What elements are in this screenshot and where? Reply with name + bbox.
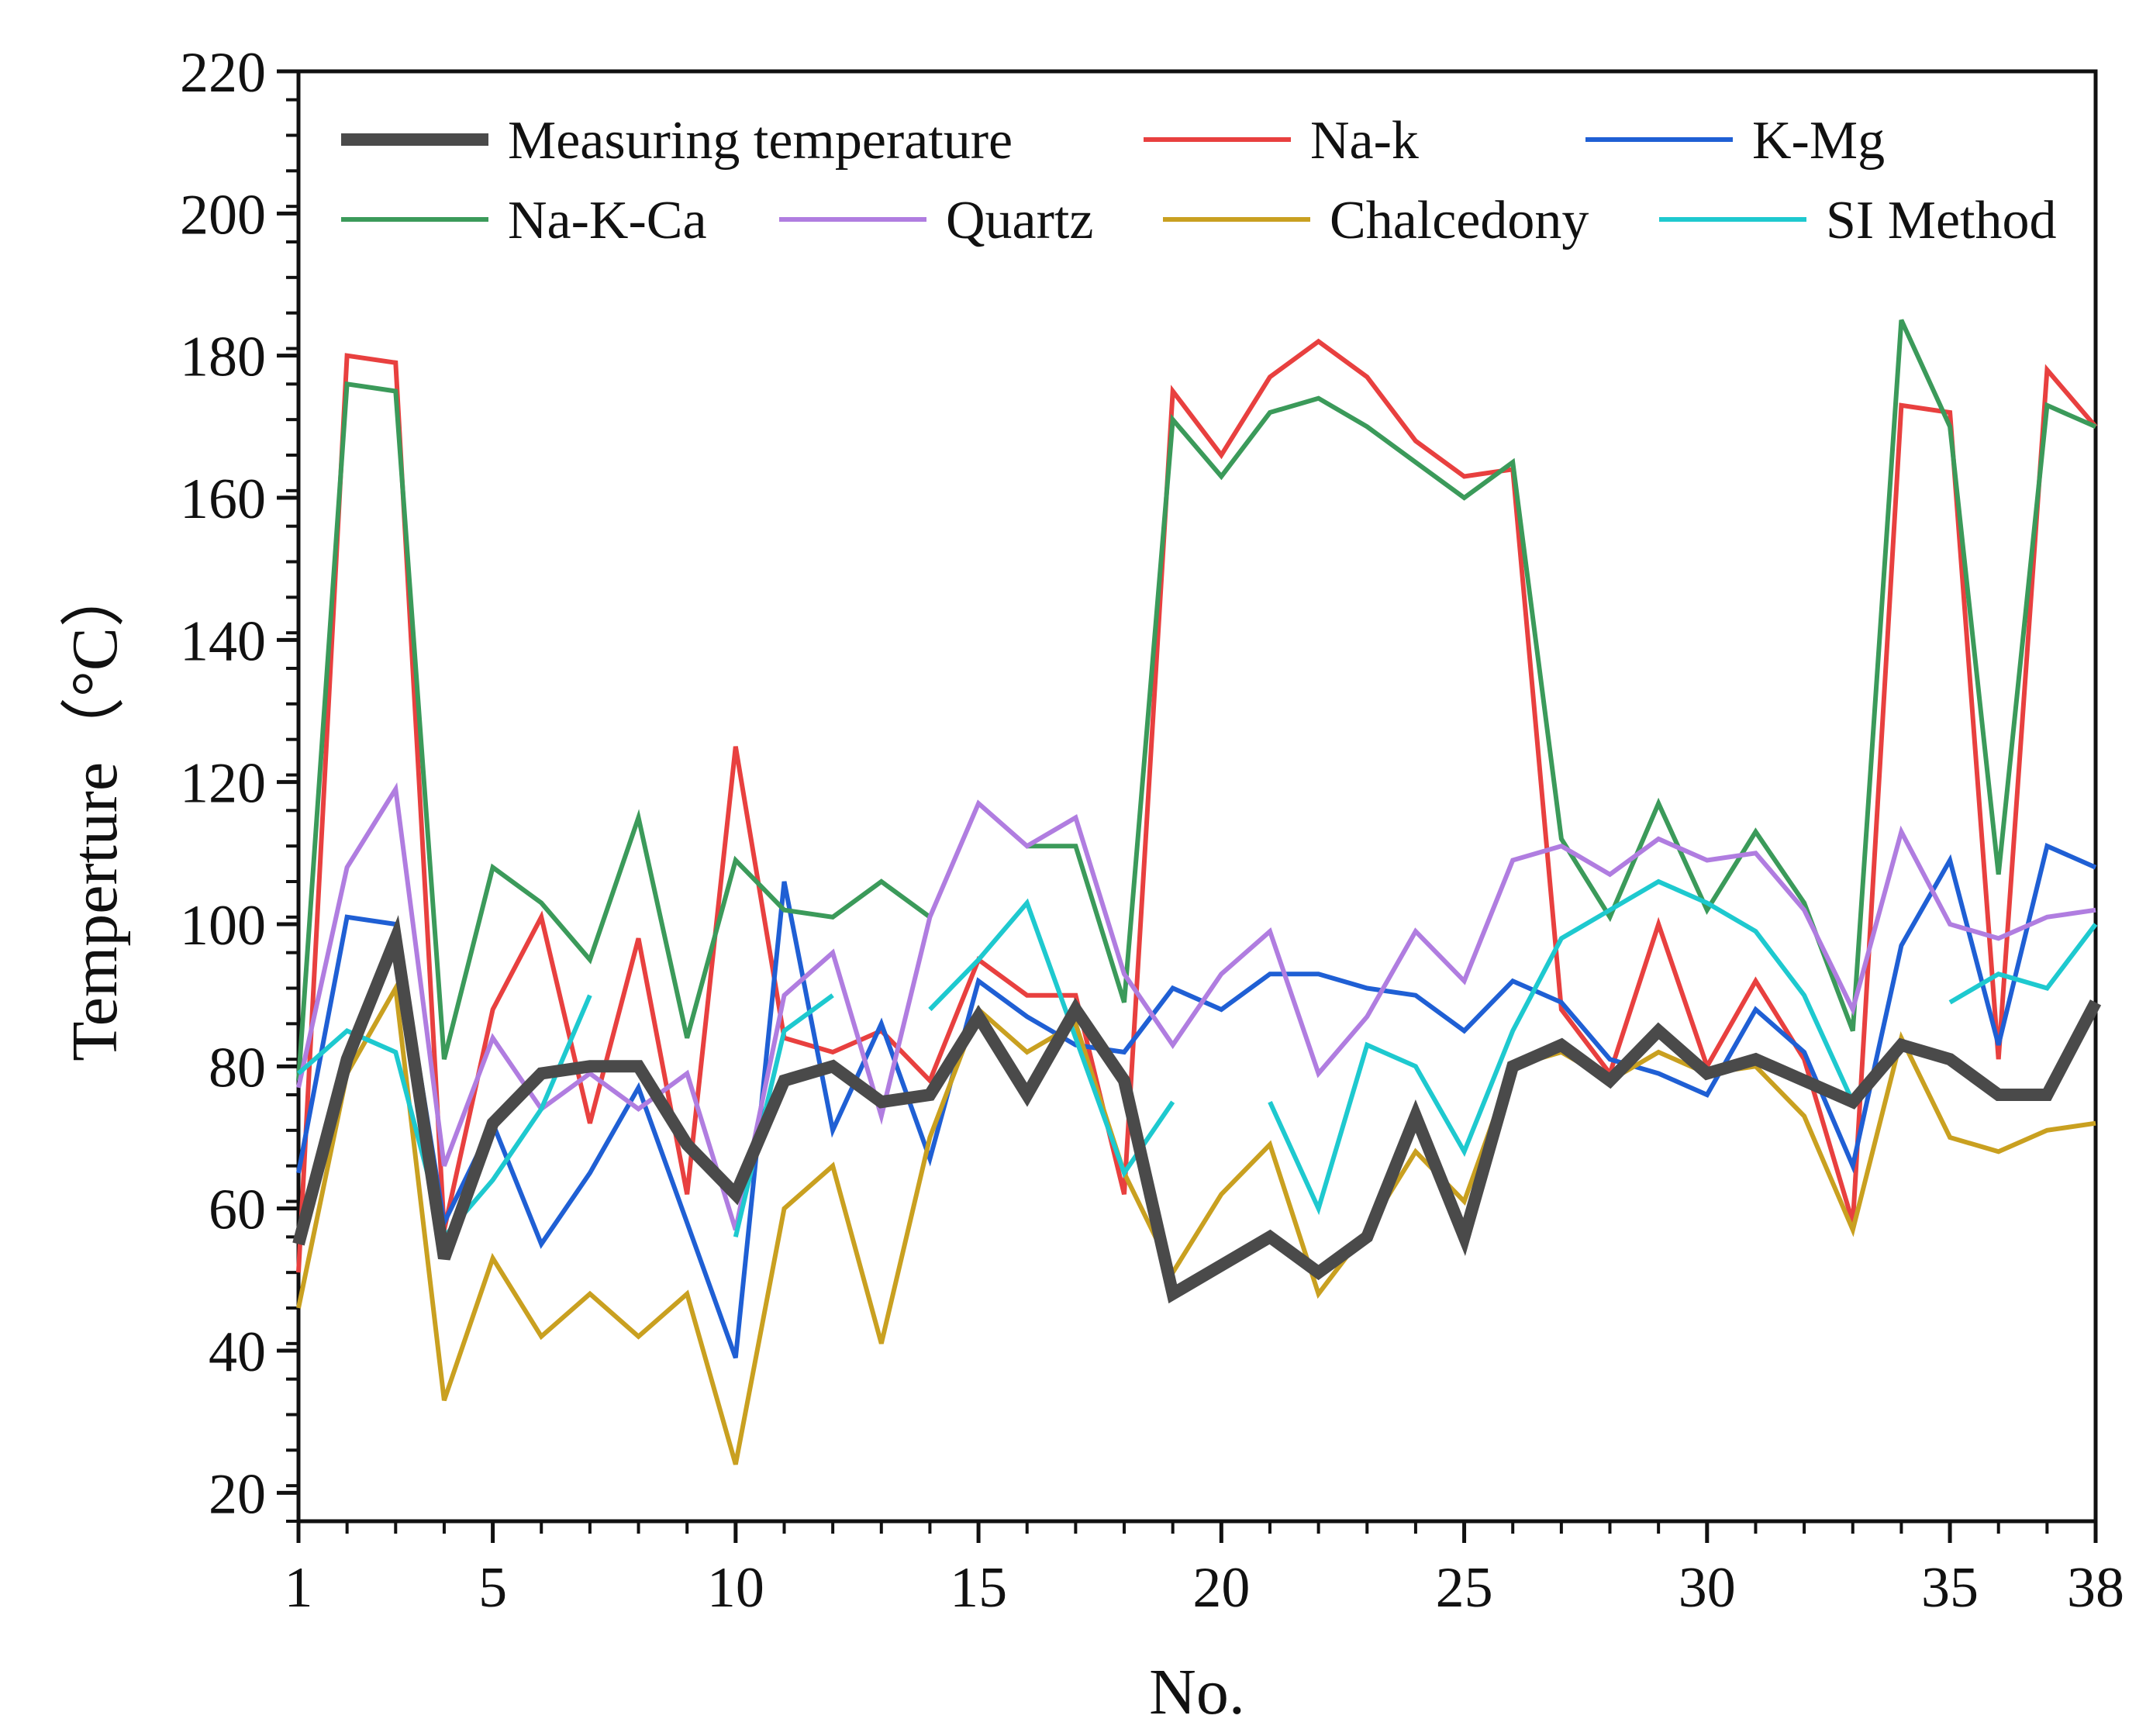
legend-label: Quartz [946,191,1093,250]
x-axis-title: No. [1149,1656,1245,1728]
legend-item: Chalcedony [1163,191,1589,250]
series-si-method [297,878,2098,1242]
x-tick-label: 5 [478,1556,507,1620]
legend-label: Chalcedony [1330,191,1589,250]
series-line-segment [296,381,932,1081]
y-tick-label: 200 [180,183,266,247]
series-line-segment [1948,923,2098,1005]
series-line-segment [292,915,2102,1304]
legend-item: SI Method [1659,191,2057,250]
y-tick-label: 100 [180,894,266,958]
x-tick-label: 35 [1921,1556,1979,1620]
series-measuring-temperature [292,915,2102,1304]
y-tick-label: 60 [209,1179,266,1242]
x-tick-label: 38 [2067,1556,2124,1620]
x-tick-label: 1 [285,1556,313,1620]
y-axis-title: Temperture（°C） [59,562,131,1061]
x-tick-label: 25 [1436,1556,1493,1620]
legend-item: Na-k [1144,111,1419,171]
series-line-segment [296,843,2097,1359]
series-line-segment [296,981,2096,1465]
legend-label: Na-k [1310,111,1419,171]
legend-item: Measuring temperature [341,111,1013,171]
x-tick-label: 10 [707,1556,764,1620]
y-tick-label: 180 [180,326,266,389]
series-na-k-ca [296,319,2097,1081]
legend-item: K-Mg [1585,111,1885,171]
legend: Measuring temperature Na-k K-Mg Na-K-Ca Quar… [341,111,2057,250]
legend-item: Quartz [779,191,1093,250]
x-tick-label: 30 [1679,1556,1736,1620]
series-line-segment [296,338,2098,1273]
legend-label: SI Method [1826,191,2057,250]
y-tick-label: 80 [209,1036,266,1099]
legend-item: Na-K-Ca [341,191,707,250]
y-tick-label: 120 [180,752,266,816]
series-chalcedony [296,981,2096,1465]
x-tick-label: 15 [950,1556,1007,1620]
series-line-segment [296,782,2096,1231]
series-k-mg [296,843,2097,1359]
series-line-segment [1026,319,2097,1032]
series-na-k [296,338,2098,1273]
y-tick-label: 140 [180,609,266,673]
series-lines [292,319,2102,1465]
legend-label: Na-K-Ca [508,191,707,250]
plot-area-frame [296,69,2098,1524]
series-line-segment [1268,878,1855,1216]
legend-label: K-Mg [1752,111,1885,171]
y-tick-label: 40 [209,1320,266,1384]
y-tick-label: 20 [209,1462,266,1526]
legend-label: Measuring temperature [508,111,1013,171]
series-quartz [296,782,2096,1231]
y-tick-label: 160 [180,468,266,531]
y-tick-label: 220 [180,41,266,105]
x-tick-label: 20 [1192,1556,1250,1620]
series-line-segment [928,898,1175,1179]
